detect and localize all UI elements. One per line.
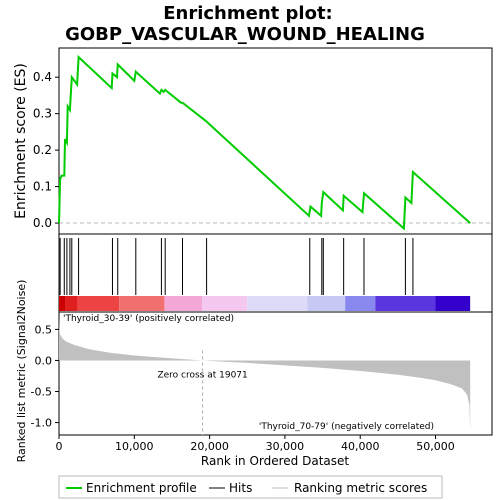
colorbar-segment — [345, 296, 376, 311]
colorbar-segment — [375, 296, 436, 311]
es-y-tick-label: 0.0 — [33, 216, 52, 230]
zero-cross-label: Zero cross at 19071 — [157, 370, 247, 380]
x-axis: 0 10,000 20,000 30,000 40,000 50,000 — [56, 435, 455, 453]
legend-label-ranking-metric: Ranking metric scores — [294, 481, 427, 495]
x-tick-label: 10,000 — [115, 440, 154, 453]
x-tick-label: 0 — [56, 440, 63, 453]
colorbar-segment — [247, 296, 308, 311]
metric-y-axis: 0.5 0.0 -0.5 -1.0 — [31, 323, 59, 430]
hits-lines-group — [59, 238, 414, 295]
positively-correlated-label: 'Thyroid_30-39' (positively correlated) — [63, 314, 234, 324]
x-tick-label: 20,000 — [190, 440, 229, 453]
es-y-axis-label: Enrichment score (ES) — [13, 63, 29, 219]
metric-y-tick-label: 0.0 — [35, 354, 53, 367]
x-tick-label: 50,000 — [416, 440, 455, 453]
chart-subtitle: GOBP_VASCULAR_WOUND_HEALING — [65, 24, 425, 45]
colorbar-segment — [77, 296, 120, 311]
metric-panel: 0.5 0.0 -0.5 -1.0 Zero cross at 19071 'Thyr… — [15, 280, 493, 463]
colorbar-segment — [202, 296, 248, 311]
metric-y-tick-label: -1.0 — [31, 417, 52, 430]
metric-y-tick-label: 0.5 — [35, 323, 53, 336]
es-panel-frame — [58, 47, 493, 235]
ranked-list-colorbar — [59, 296, 471, 311]
es-panel: 0.0 0.1 0.2 0.3 0.4 Enrichment score (ES) — [13, 47, 493, 235]
colorbar-segment — [59, 296, 66, 311]
x-tick-label: 30,000 — [266, 440, 305, 453]
legend-label-hits: Hits — [229, 481, 252, 495]
chart-title: Enrichment plot: — [163, 3, 333, 24]
metric-y-axis-label: Ranked list metric (Signal2Noise) — [15, 280, 28, 463]
hits-panel — [58, 233, 493, 313]
metric-y-tick-label: -0.5 — [31, 386, 52, 399]
legend-label-enrichment-profile: Enrichment profile — [86, 481, 197, 495]
x-axis-label: Rank in Ordered Dataset — [201, 454, 349, 468]
colorbar-segment — [119, 296, 165, 311]
es-y-tick-label: 0.2 — [33, 143, 52, 157]
colorbar-segment — [307, 296, 346, 311]
colorbar-segment — [435, 296, 471, 311]
colorbar-segment — [164, 296, 203, 311]
es-y-tick-label: 0.3 — [33, 107, 52, 121]
colorbar-segment — [65, 296, 78, 311]
x-tick-label: 40,000 — [341, 440, 380, 453]
es-y-tick-label: 0.4 — [33, 70, 52, 84]
negatively-correlated-label: 'Thyroid_70-79' (negatively correlated) — [259, 422, 434, 432]
legend-frame — [58, 475, 443, 499]
legend: Enrichment profile Hits Ranking metric s… — [58, 475, 443, 499]
es-y-axis: 0.0 0.1 0.2 0.3 0.4 — [33, 70, 59, 230]
enrichment-profile-line — [58, 54, 471, 231]
es-y-tick-label: 0.1 — [33, 180, 52, 194]
